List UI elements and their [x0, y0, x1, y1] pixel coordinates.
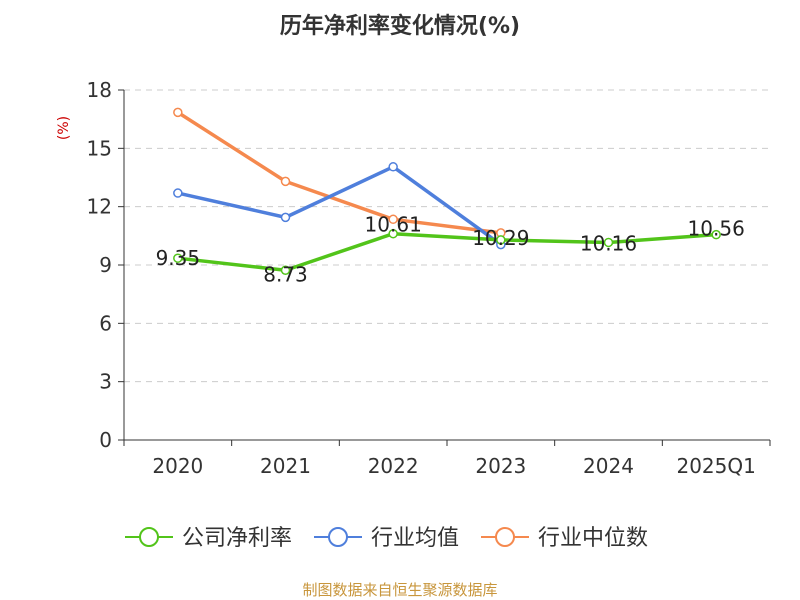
series-line-2: [176, 110, 503, 235]
data-point: [711, 229, 721, 240]
source-note: 制图数据来自恒生聚源数据库: [302, 581, 497, 599]
y-tick-label: 9: [99, 253, 112, 277]
y-tick-label: 15: [87, 136, 112, 160]
x-tick-label: 2023: [475, 454, 526, 478]
legend-item-2[interactable]: 行业中位数: [481, 526, 648, 551]
y-axis-label: (%): [56, 116, 72, 140]
data-label: 10.61: [365, 213, 422, 237]
y-tick-label: 6: [99, 311, 112, 335]
x-tick-label: 2024: [583, 454, 634, 478]
legend: 公司净利率 行业均值 行业中位数: [125, 526, 648, 551]
data-point: [280, 212, 291, 223]
data-labels: 9.35 8.73 10.61 10.29 10.16 10.56: [156, 213, 745, 287]
data-point: [173, 253, 183, 263]
x-tick-label: 2021: [260, 454, 311, 478]
x-tick-label: 2025Q1: [676, 454, 755, 478]
legend-item-0[interactable]: 公司净利率: [125, 526, 292, 551]
data-point: [280, 265, 291, 275]
legend-label: 行业均值: [371, 526, 459, 551]
y-tick-label: 0: [99, 428, 112, 452]
legend-swatch-marker: [495, 527, 515, 547]
chart-title: 历年净利率变化情况(%): [280, 13, 520, 39]
y-tick-label: 12: [87, 195, 112, 219]
data-label: 8.73: [263, 262, 308, 286]
data-label: 10.16: [580, 231, 637, 255]
series-line-1: [176, 165, 503, 247]
legend-item-1[interactable]: 行业均值: [314, 526, 459, 551]
data-point: [173, 188, 183, 198]
y-tick-label: 3: [99, 370, 112, 394]
data-label: 10.29: [472, 226, 529, 250]
data-point: [388, 228, 398, 239]
legend-swatch-marker: [139, 527, 159, 547]
axes: 0 3 6 9 12 15 18 2020 2021 2022 2023 2024 2025Q1: [87, 78, 771, 478]
data-point: [173, 107, 183, 118]
data-point: [388, 214, 398, 225]
legend-label: 公司净利率: [182, 526, 292, 551]
legend-label: 行业中位数: [538, 526, 648, 551]
data-label: 10.56: [688, 217, 745, 241]
y-tick-label: 18: [87, 78, 112, 102]
data-point: [603, 237, 614, 248]
x-tick-label: 2022: [368, 454, 419, 478]
legend-swatch-marker: [328, 527, 348, 547]
data-point: [388, 162, 398, 172]
data-label: 9.35: [156, 246, 201, 270]
series-layer: [173, 107, 721, 275]
data-point: [280, 176, 291, 187]
x-tick-label: 2020: [152, 454, 203, 478]
series-line-0: [176, 231, 718, 272]
data-point: [496, 235, 506, 245]
